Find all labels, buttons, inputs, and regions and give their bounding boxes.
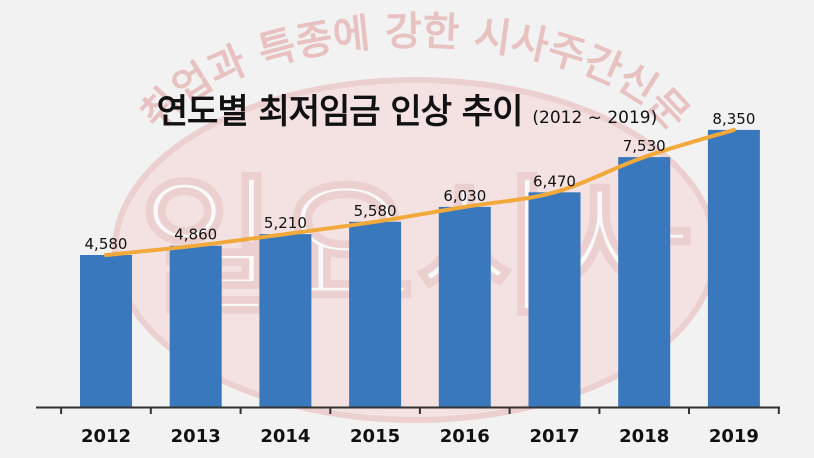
x-tick-label-2013: 2013 — [171, 426, 221, 447]
x-tick-label-2019: 2019 — [709, 426, 759, 447]
trend-line — [104, 127, 736, 257]
watermark-center-text: 일요시사 — [139, 162, 691, 336]
value-label-2016: 6,030 — [443, 187, 486, 205]
x-tick-label-2012: 2012 — [81, 426, 131, 447]
x-tick-label-2018: 2018 — [619, 426, 669, 447]
value-label-2017: 6,470 — [533, 172, 576, 190]
x-tick-label-2015: 2015 — [350, 426, 400, 447]
chart-title: 연도별 최저임금 인상 추이 (2012 ~ 2019) — [0, 84, 814, 133]
chart-title-main: 연도별 최저임금 인상 추이 — [156, 92, 524, 132]
value-label-2013: 4,860 — [174, 226, 217, 244]
bar-2014 — [259, 234, 312, 407]
chart-subtitle: (2012 ~ 2019) — [532, 108, 658, 128]
x-tick-label-2017: 2017 — [529, 426, 579, 447]
value-label-2019: 8,350 — [712, 110, 755, 128]
bar-2012 — [80, 255, 132, 407]
bar-2017 — [528, 192, 581, 407]
value-labels: 4,580 4,860 5,210 5,580 6,030 6,470 7,530 8,350 — [85, 110, 756, 253]
bar-2019 — [707, 129, 760, 407]
bar-series — [80, 129, 760, 407]
bar-2018 — [618, 157, 671, 407]
value-label-2012: 4,580 — [85, 235, 128, 253]
bar-2015 — [349, 221, 402, 407]
value-label-2018: 7,530 — [623, 137, 666, 155]
value-label-2014: 5,210 — [264, 214, 307, 232]
trend-line-group — [104, 127, 736, 257]
x-tick-label-2014: 2014 — [260, 426, 310, 447]
x-axis: 2012 2013 2014 2015 2016 2017 2018 2019 — [36, 406, 780, 447]
bar-2013 — [169, 245, 222, 407]
bar-2016 — [438, 206, 491, 407]
x-tick-label-2016: 2016 — [440, 426, 490, 447]
value-label-2015: 5,580 — [354, 202, 397, 220]
